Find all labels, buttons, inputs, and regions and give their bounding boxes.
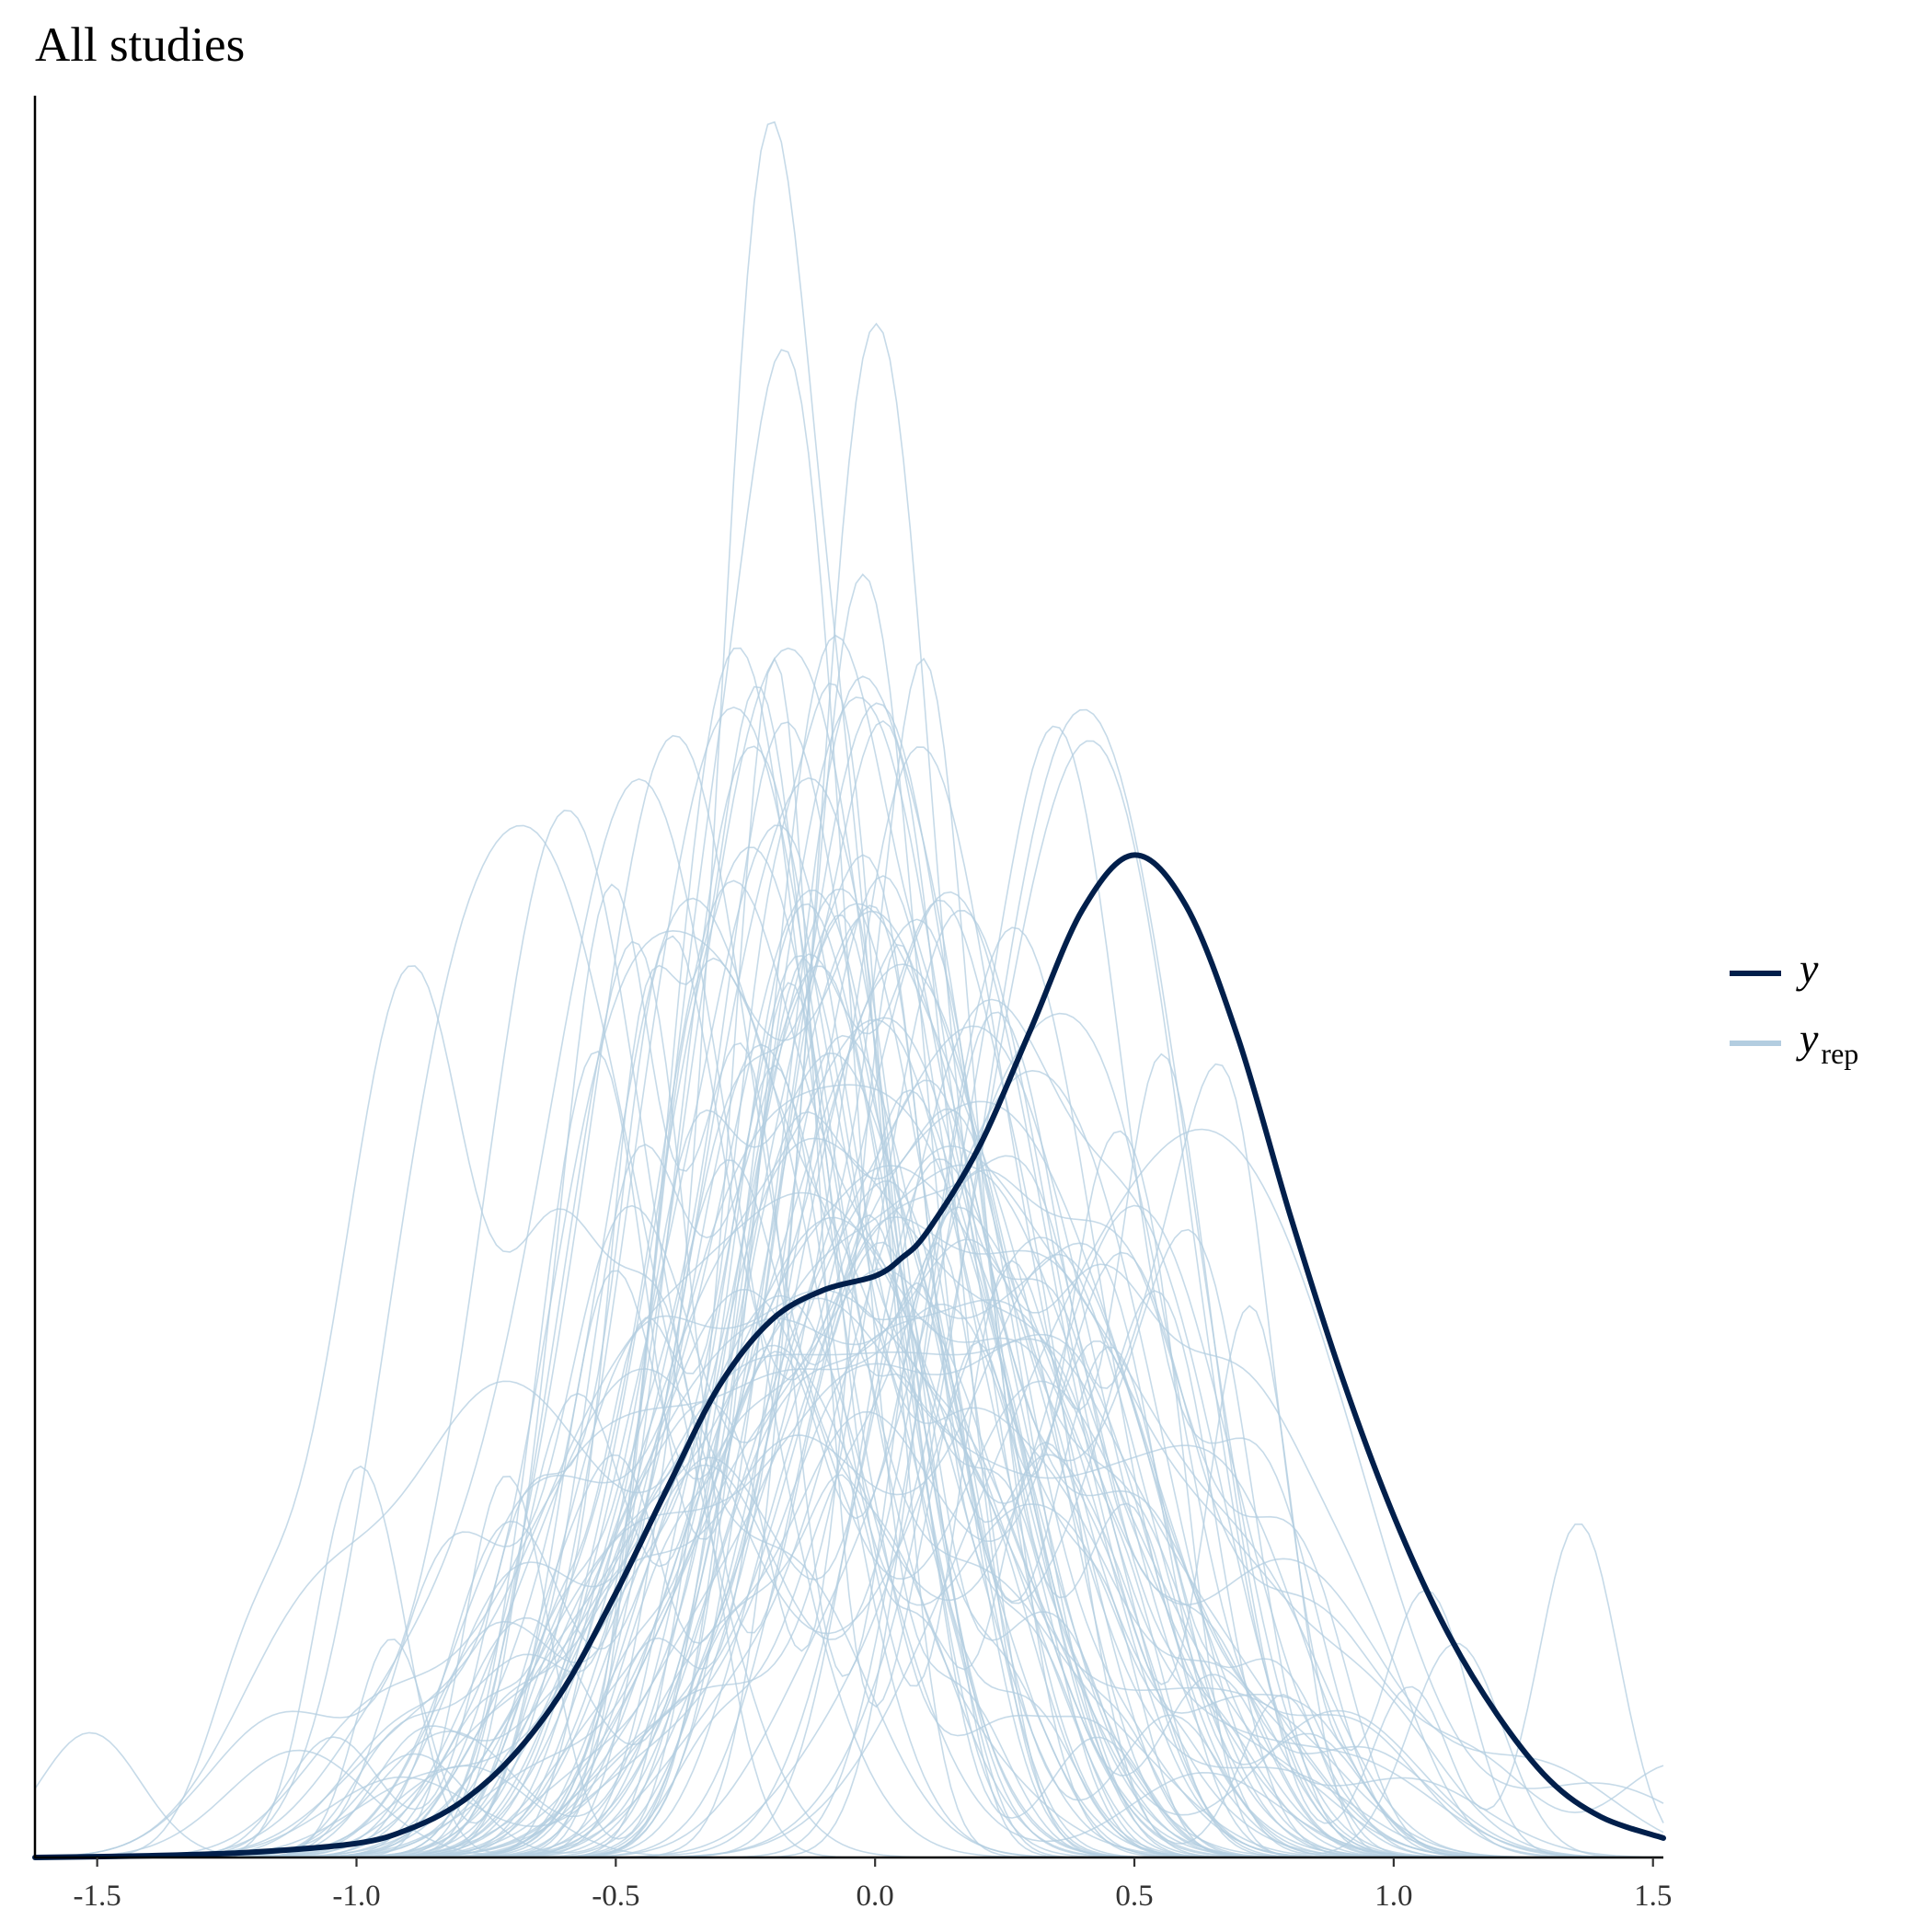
yrep-density-line — [35, 903, 1663, 1858]
yrep-density-line — [35, 1012, 1663, 1858]
x-tick-label: -0.5 — [592, 1880, 639, 1913]
legend-label-yrep: yrep — [1796, 1015, 1858, 1070]
x-tick-label: -1.5 — [74, 1880, 121, 1913]
yrep-density-line — [34, 1064, 1663, 1858]
yrep-density-line — [35, 776, 1663, 1858]
yrep-density-line — [35, 777, 1663, 1858]
yrep-density-line — [35, 349, 1663, 1858]
yrep-density-line — [35, 1251, 1664, 1858]
y-density-line — [32, 852, 1666, 1860]
yrep-density-line — [35, 854, 1663, 1858]
axes-group: -1.5 -1.0 -0.5 0.0 0.5 1.0 1.5 — [33, 96, 1672, 1913]
yrep-density-line — [35, 909, 1663, 1858]
yrep-density-line — [35, 1288, 1664, 1858]
yrep-density-line — [35, 918, 1663, 1858]
yrep-density-line — [35, 1165, 1663, 1858]
yrep-density-line — [35, 1303, 1663, 1858]
legend-label-y: y — [1796, 945, 1819, 992]
chart-title: All studies — [35, 18, 246, 72]
x-tick-label: -1.0 — [332, 1880, 380, 1913]
yrep-density-line — [35, 903, 1663, 1858]
yrep-density-line — [35, 1204, 1663, 1858]
x-tick-label: 0.0 — [857, 1880, 894, 1913]
yrep-density-line — [35, 734, 1663, 1858]
y-series-group — [32, 852, 1666, 1860]
yrep-density-line — [35, 682, 1663, 1858]
yrep-density-line — [35, 935, 1663, 1858]
yrep-density-line — [35, 740, 1663, 1858]
legend-symbol: y — [1796, 1015, 1819, 1062]
x-tick-label: 1.0 — [1374, 1880, 1412, 1913]
yrep-density-line — [35, 940, 1663, 1858]
yrep-series-group — [34, 121, 1664, 1858]
x-tick-label: 1.5 — [1634, 1880, 1672, 1913]
legend-subscript: rep — [1821, 1037, 1858, 1070]
legend-symbol: y — [1796, 945, 1819, 992]
x-tick-label: 0.5 — [1115, 1880, 1153, 1913]
yrep-density-line — [35, 1215, 1663, 1858]
